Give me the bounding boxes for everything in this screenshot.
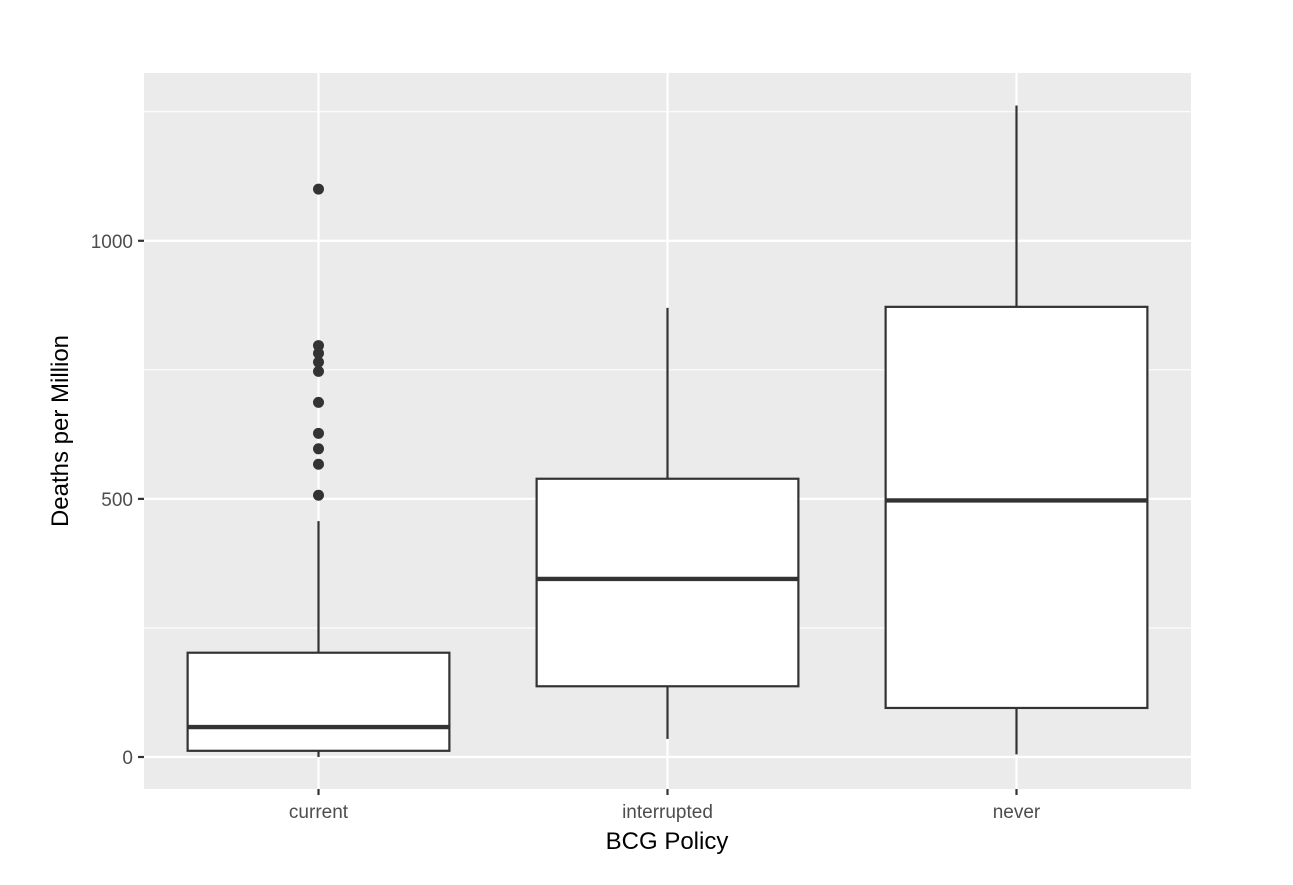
y-tick-label: 1000 bbox=[91, 232, 133, 253]
outlier-point bbox=[313, 489, 324, 501]
box-never bbox=[884, 105, 1149, 755]
y-tick-label: 500 bbox=[101, 490, 133, 511]
outlier-point bbox=[313, 443, 324, 455]
outlier-point bbox=[313, 347, 324, 359]
outlier-point bbox=[313, 396, 324, 408]
x-tick-label: current bbox=[289, 802, 349, 823]
outlier-point bbox=[313, 365, 324, 377]
box-interrupted bbox=[535, 307, 800, 739]
outlier-point bbox=[313, 340, 324, 352]
x-tick-label: never bbox=[993, 802, 1041, 823]
y-tick-label: 0 bbox=[122, 748, 133, 769]
outlier-point bbox=[313, 458, 324, 470]
outlier-point bbox=[313, 427, 324, 439]
outlier-point bbox=[313, 356, 324, 368]
axes: 0 500 1000 current interrupted never bbox=[91, 232, 1041, 823]
y-axis-title: Deaths per Million bbox=[47, 335, 74, 527]
box-current bbox=[186, 183, 451, 757]
outlier-point bbox=[313, 183, 324, 195]
iqr-box bbox=[884, 305, 1149, 710]
x-tick-label: interrupted bbox=[622, 802, 713, 823]
boxes bbox=[186, 105, 1149, 757]
x-axis-title: BCG Policy bbox=[606, 828, 729, 855]
iqr-box bbox=[535, 477, 800, 688]
iqr-box bbox=[186, 651, 451, 752]
